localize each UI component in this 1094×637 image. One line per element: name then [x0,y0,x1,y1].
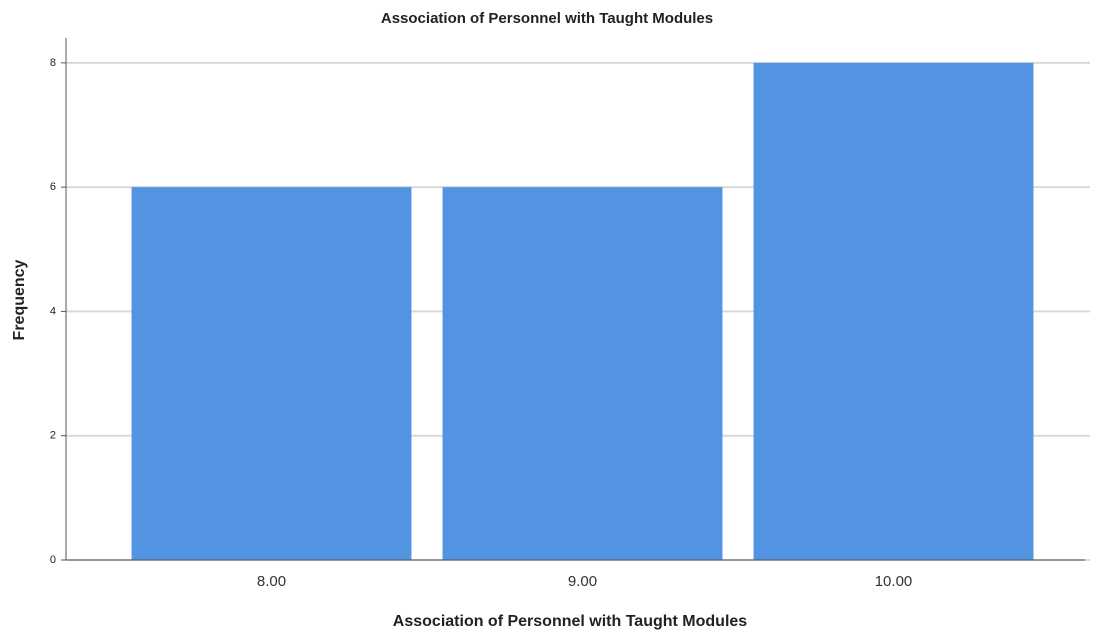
bar [442,187,723,560]
x-axis-title: Association of Personnel with Taught Mod… [393,613,747,630]
bar [753,62,1034,560]
y-tick-label: 2 [50,430,56,442]
chart-title: Association of Personnel with Taught Mod… [381,10,713,27]
y-tick-label: 0 [50,554,56,566]
y-axis-title: Frequency [11,259,28,340]
x-tick-label: 8.00 [257,573,286,590]
x-tick-label: 9.00 [568,573,597,590]
y-tick-label: 8 [50,57,56,69]
bar [131,187,412,560]
y-tick-label: 4 [50,305,56,317]
x-tick-label: 10.00 [875,573,913,590]
y-tick-label: 6 [50,181,56,193]
